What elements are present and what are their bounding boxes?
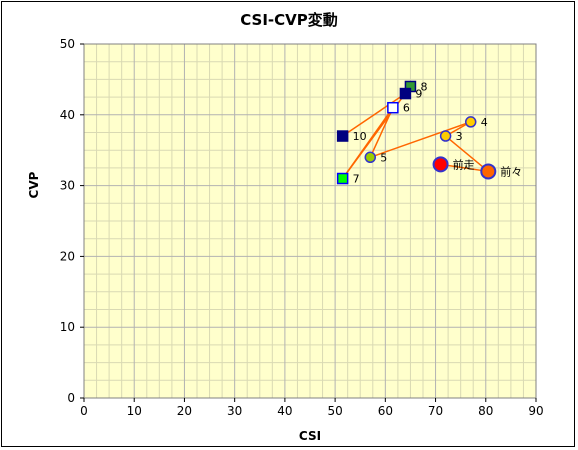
chart-title: CSI-CVP変動: [240, 11, 338, 29]
x-tick-label: 0: [80, 404, 88, 418]
point-marker: [336, 130, 349, 142]
y-tick-label: 50: [60, 37, 75, 51]
x-axis-ticks: 0 10 20 30 40 50 60 70 80 90: [80, 398, 544, 418]
point-label: 3: [456, 130, 463, 143]
y-tick-label: 10: [60, 320, 75, 334]
y-tick-label: 40: [60, 108, 75, 122]
point-label: 前々: [500, 164, 522, 178]
point-marker: [432, 156, 449, 173]
point-label: 10: [353, 130, 367, 143]
point-label: 5: [380, 151, 387, 164]
y-tick-label: 20: [60, 249, 75, 263]
point-marker: [464, 116, 477, 128]
connection-line: [370, 121, 471, 158]
point-marker: [336, 172, 349, 185]
point-label: 8: [420, 80, 427, 93]
y-axis-title: CVP: [27, 171, 41, 198]
point-marker: [439, 130, 452, 142]
point-label: 前走: [453, 157, 475, 171]
point-marker: [480, 163, 497, 180]
connection-line: [440, 163, 489, 173]
point-marker: [387, 101, 399, 114]
point-label: 6: [403, 102, 410, 115]
point-label: 9: [415, 88, 422, 101]
x-tick-label: 30: [227, 404, 242, 418]
x-tick-label: 40: [277, 404, 292, 418]
point-marker: [399, 87, 412, 100]
point-label: 4: [481, 116, 488, 129]
major-grid: [84, 44, 536, 398]
x-tick-label: 10: [127, 404, 142, 418]
data-points: [336, 80, 497, 185]
x-tick-label: 20: [177, 404, 192, 418]
connection-line: [342, 86, 412, 179]
x-tick-label: 50: [327, 404, 342, 418]
point-marker: [364, 151, 377, 164]
y-tick-label: 30: [60, 179, 75, 193]
plot-border: [83, 43, 537, 399]
x-tick-label: 90: [528, 404, 543, 418]
connection-line: [342, 92, 406, 137]
connection-lines: [342, 86, 489, 179]
minor-grid: [84, 44, 536, 398]
connection-line: [445, 135, 489, 173]
point-label: 7: [353, 173, 360, 186]
x-tick-label: 70: [428, 404, 443, 418]
x-tick-label: 60: [378, 404, 393, 418]
y-tick-label: 0: [67, 391, 75, 405]
y-axis-ticks: 0 10 20 30 40 50: [60, 37, 84, 405]
x-tick-label: 80: [478, 404, 493, 418]
x-axis-title: CSI: [299, 429, 321, 443]
